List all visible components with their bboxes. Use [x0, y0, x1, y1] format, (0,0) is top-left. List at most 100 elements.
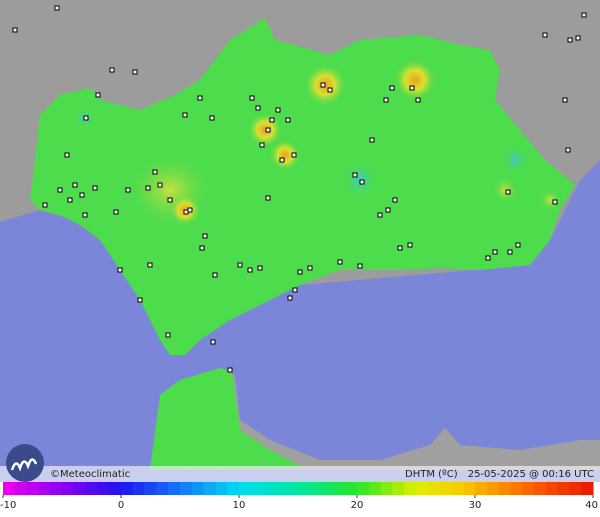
colorbar-swatch	[380, 482, 393, 495]
station	[575, 35, 581, 41]
station	[542, 32, 548, 38]
station	[291, 152, 297, 158]
timestamp: 25-05-2025 @ 00:16 UTC	[468, 469, 594, 480]
station	[92, 185, 98, 191]
station	[117, 267, 123, 273]
colorbar-swatch	[321, 482, 334, 495]
station	[199, 245, 205, 251]
station	[12, 27, 18, 33]
andalusia	[30, 18, 575, 470]
station	[552, 199, 558, 205]
colorbar-swatch	[298, 482, 311, 495]
station	[255, 105, 261, 111]
colorbar-tick-label: 10	[233, 500, 246, 511]
colorbar-swatch	[404, 482, 417, 495]
station	[57, 187, 63, 193]
colorbar-swatch	[416, 482, 429, 495]
station	[515, 242, 521, 248]
colorbar-swatch	[50, 482, 63, 495]
colorbar-swatch	[451, 482, 464, 495]
colorbar-swatch	[522, 482, 535, 495]
station	[79, 192, 85, 198]
colorbar-swatch	[569, 482, 582, 495]
colorbar-swatch	[227, 482, 240, 495]
station	[581, 12, 587, 18]
station	[287, 295, 293, 301]
colorbar-swatch	[557, 482, 570, 495]
station	[409, 85, 415, 91]
colorbar-swatch	[38, 482, 51, 495]
station	[565, 147, 571, 153]
colorbar-swatch	[62, 482, 75, 495]
station	[187, 207, 193, 213]
station	[415, 97, 421, 103]
footer-band	[0, 466, 600, 482]
station	[197, 95, 203, 101]
colorbar-swatch	[26, 482, 39, 495]
colorbar-tick-label: 0	[118, 500, 124, 511]
colorbar-swatch	[239, 482, 252, 495]
colorbar-swatch	[486, 482, 500, 495]
station	[72, 182, 78, 188]
station	[202, 233, 208, 239]
colorbar-swatch	[144, 482, 157, 495]
colorbar-swatch	[274, 482, 287, 495]
colorbar-swatch	[168, 482, 181, 495]
station	[369, 137, 375, 143]
colorbar-swatch	[121, 482, 134, 495]
colorbar-tick-label: 30	[469, 500, 482, 511]
colorbar-tick-label: -10	[0, 500, 16, 511]
colorbar-swatch	[180, 482, 193, 495]
colorbar-swatch	[475, 482, 488, 495]
station	[227, 367, 233, 373]
station	[397, 245, 403, 251]
station	[383, 97, 389, 103]
station	[147, 262, 153, 268]
colorbar-swatch	[463, 482, 476, 495]
station	[247, 267, 253, 273]
station	[297, 269, 303, 275]
station	[257, 265, 263, 271]
colorbar-swatch	[581, 482, 594, 495]
colorbar-swatch	[109, 482, 122, 495]
colorbar-swatch	[534, 482, 547, 495]
colorbar-swatch	[73, 482, 87, 495]
variable: DHTM (ºC)	[405, 469, 458, 480]
colorbar-swatch	[545, 482, 559, 495]
station	[165, 332, 171, 338]
logo	[6, 444, 44, 482]
station	[265, 127, 271, 133]
colorbar-swatch	[85, 482, 98, 495]
stations	[12, 5, 587, 373]
station	[492, 249, 498, 255]
station	[82, 212, 88, 218]
station	[54, 5, 60, 11]
station	[109, 67, 115, 73]
colorbar: -10 0 10 20 30 40	[0, 482, 598, 511]
station	[209, 115, 215, 121]
station	[357, 263, 363, 269]
station	[275, 107, 281, 113]
colorbar-swatch	[510, 482, 523, 495]
station	[269, 117, 275, 123]
station	[359, 179, 365, 185]
colorbar-swatch	[14, 482, 28, 495]
station	[385, 207, 391, 213]
station	[145, 185, 151, 191]
colorbar-swatch	[250, 482, 264, 495]
station	[505, 189, 511, 195]
colorbar-swatch	[132, 482, 146, 495]
station	[562, 97, 568, 103]
colorbar-swatch	[498, 482, 511, 495]
station	[67, 197, 73, 203]
station	[485, 255, 491, 261]
station	[212, 272, 218, 278]
station	[567, 37, 573, 43]
colorbar-swatch	[97, 482, 110, 495]
station	[407, 242, 413, 248]
colorbar-swatch	[439, 482, 452, 495]
colorbar-swatch	[191, 482, 205, 495]
station	[183, 209, 189, 215]
station	[392, 197, 398, 203]
